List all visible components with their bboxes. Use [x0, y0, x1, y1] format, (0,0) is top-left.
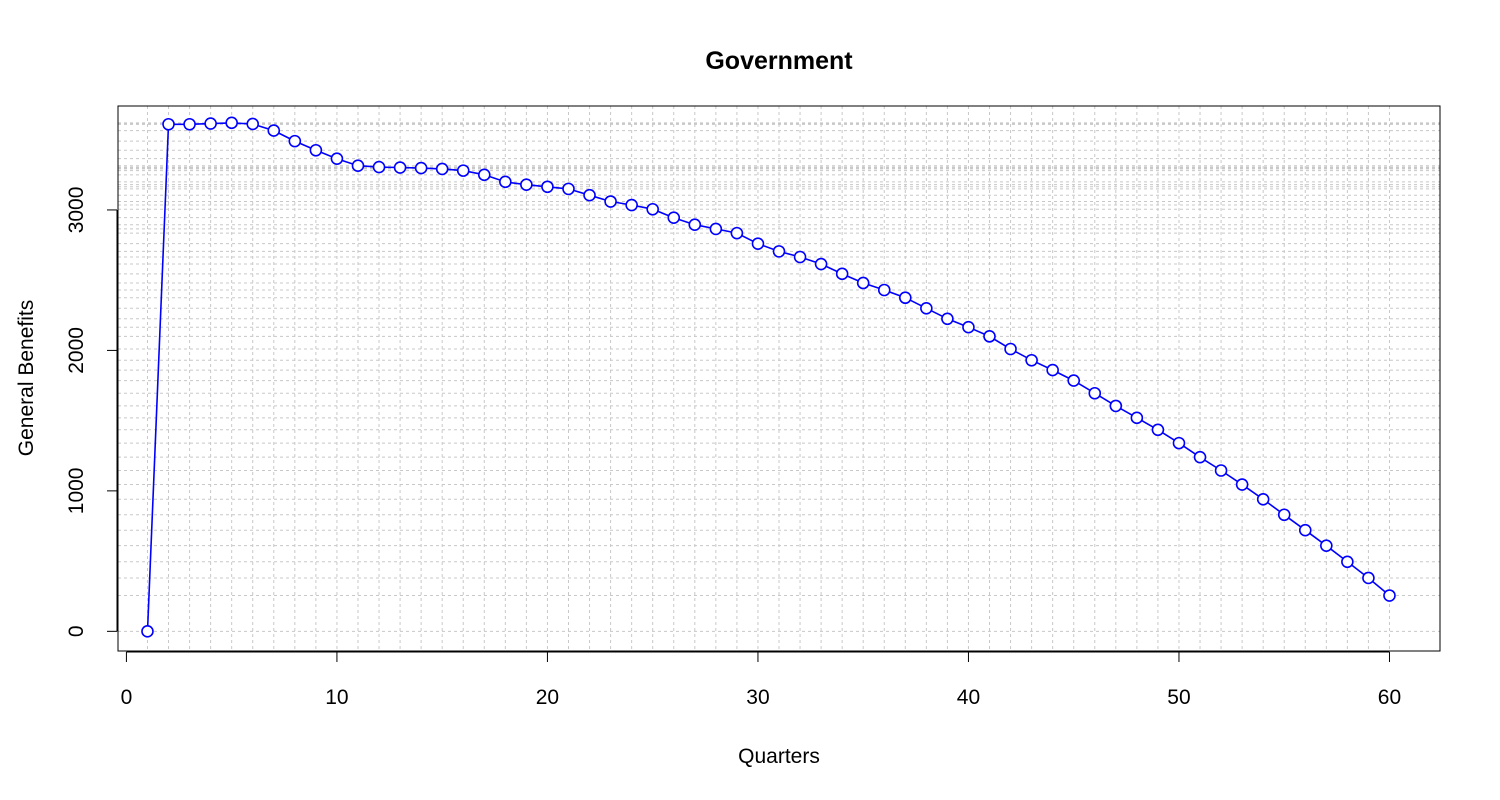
data-point — [541, 180, 554, 194]
data-point — [920, 301, 933, 315]
x-tick-label: 60 — [1378, 686, 1401, 709]
data-point — [1025, 353, 1038, 367]
data-point — [646, 202, 659, 216]
data-point — [477, 168, 491, 182]
x-tick-label: 10 — [325, 686, 348, 709]
data-point — [562, 182, 575, 196]
data-point — [330, 152, 344, 165]
data-point — [499, 175, 512, 189]
data-point — [1277, 508, 1291, 522]
data-point — [709, 222, 723, 236]
grid — [118, 106, 1440, 651]
chart-title: Government — [705, 47, 853, 75]
data-point — [1320, 539, 1333, 552]
data-point — [793, 250, 807, 264]
data-point — [1172, 436, 1186, 450]
data-point — [1109, 399, 1123, 413]
y-axis: 0 1000 2000 3000 — [65, 187, 118, 637]
data-point — [604, 195, 617, 208]
data-point — [1046, 363, 1059, 377]
data-point — [751, 237, 765, 250]
data-point — [1214, 464, 1228, 477]
data-point — [583, 188, 596, 202]
data-point — [351, 159, 365, 172]
x-axis: 0 10 20 30 40 50 60 — [121, 651, 1401, 709]
data-point — [1067, 374, 1081, 387]
data-point — [1341, 555, 1354, 569]
data-point — [772, 245, 786, 258]
y-tick-label: 3000 — [65, 187, 88, 234]
data-point — [225, 116, 238, 130]
data-point — [730, 226, 744, 240]
y-tick-label: 1000 — [65, 468, 88, 515]
x-tick-label: 30 — [746, 686, 769, 709]
data-point — [856, 276, 870, 290]
data-point — [246, 117, 260, 131]
data-point — [414, 161, 428, 175]
y-axis-label: General Benefits — [15, 300, 38, 456]
x-tick-label: 0 — [121, 686, 133, 709]
data-point — [1298, 523, 1312, 537]
y-tick-label: 0 — [65, 625, 88, 637]
data-point — [393, 161, 407, 174]
data-point — [835, 267, 849, 281]
data-point — [688, 218, 702, 231]
data-point — [141, 625, 154, 638]
data-point — [625, 198, 638, 212]
data-point — [267, 124, 281, 137]
y-tick-label: 2000 — [65, 327, 88, 374]
data-point — [1004, 342, 1017, 356]
data-point — [435, 162, 449, 176]
data-point — [1383, 589, 1396, 602]
data-point — [1151, 423, 1165, 437]
data-point — [288, 134, 302, 148]
data-point — [204, 117, 217, 130]
series-line — [146, 122, 1391, 632]
x-axis-label: Quarters — [738, 745, 820, 768]
data-point — [1256, 492, 1270, 506]
plot-frame — [117, 105, 1441, 652]
series-points — [141, 116, 1396, 638]
data-point — [1193, 450, 1207, 464]
data-point — [1362, 571, 1375, 585]
data-point — [983, 330, 996, 343]
data-point — [162, 117, 175, 131]
x-tick-label: 50 — [1167, 686, 1190, 709]
data-point — [899, 291, 912, 305]
data-point — [183, 117, 196, 131]
data-point — [941, 312, 954, 326]
data-point — [962, 320, 975, 334]
x-tick-label: 40 — [957, 686, 980, 709]
data-point — [667, 211, 681, 224]
data-point — [1088, 386, 1102, 400]
data-point — [372, 160, 386, 174]
data-point — [814, 257, 828, 271]
data-point — [456, 164, 470, 177]
data-point — [1130, 411, 1144, 425]
x-tick-label: 20 — [536, 686, 559, 709]
data-point — [309, 143, 323, 157]
data-point — [877, 283, 891, 297]
data-point — [520, 178, 533, 191]
data-point — [1235, 478, 1249, 491]
